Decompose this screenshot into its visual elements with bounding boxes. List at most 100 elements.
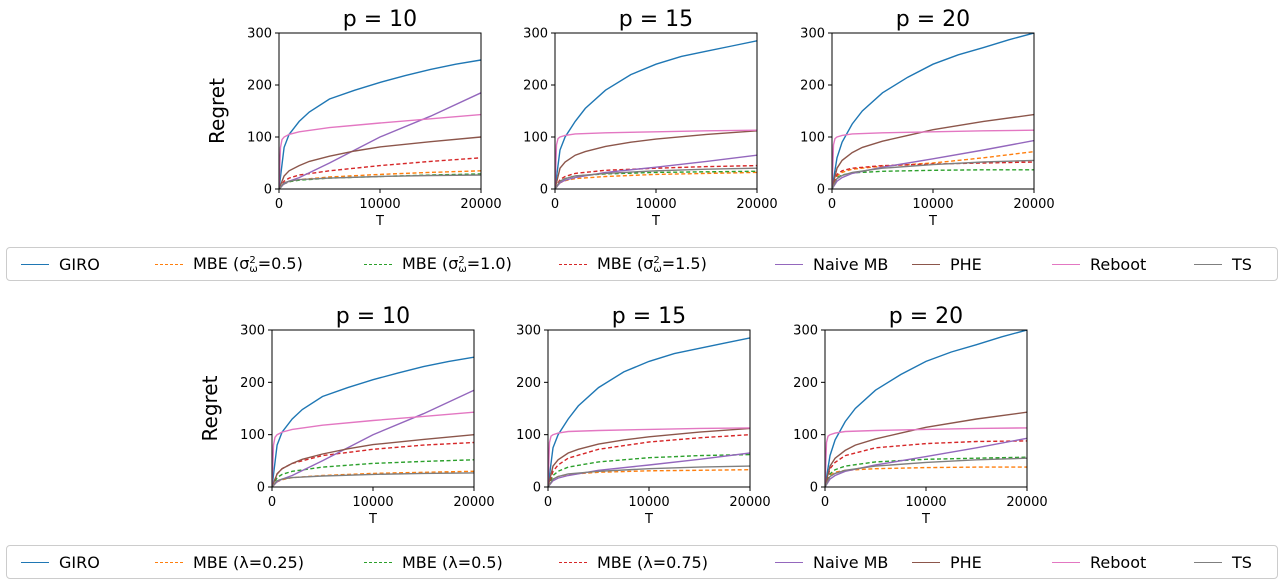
x-tick-label: 10000	[352, 495, 393, 510]
y-tick-label: 200	[523, 79, 548, 94]
y-tick-label: 100	[523, 131, 548, 146]
legend-label: Reboot	[1090, 552, 1147, 572]
series-line-mbe-0-75	[825, 440, 1027, 487]
chart-panel-5: 0 100 200 300 0 10000 20000 Tp = 15	[516, 304, 771, 527]
series-line-giro	[832, 33, 1034, 189]
y-tick-label: 200	[800, 79, 825, 94]
y-tick-label: 0	[810, 481, 818, 496]
x-tick-label: 10000	[359, 197, 400, 212]
x-tick-label: 10000	[912, 197, 953, 212]
legend-top: GIRO MBE (σ 2 ω =0.5) MBE (σ 2 ω =1.0) MBE (σ 2 ω =1…	[6, 247, 1278, 281]
legend-item-naive-mb: Naive MB	[775, 248, 888, 280]
legend-item-naive-mb: Naive MB	[775, 546, 888, 578]
x-axis-label: T	[651, 214, 660, 229]
x-tick-label: 20000	[729, 495, 770, 510]
x-axis-label: T	[368, 512, 377, 527]
legend-label: Naive MB	[813, 254, 889, 274]
chart-title: p = 15	[612, 304, 686, 329]
series-line-mbe-0-5	[825, 456, 1027, 487]
legend-label: Naive MB	[813, 552, 889, 572]
series-line-mbe-1-5	[832, 161, 1034, 189]
y-tick-label: 300	[516, 324, 541, 339]
series-line-ts	[555, 167, 757, 189]
series-line-mbe-0-5	[548, 453, 750, 487]
x-tick-label: 20000	[1006, 495, 1047, 510]
y-tick-label: 100	[793, 428, 818, 443]
legend-item-mbe-0-25: MBE (λ=0.25)	[155, 546, 304, 578]
series-line-giro	[548, 337, 750, 487]
legend-label: Reboot	[1090, 254, 1147, 274]
legend-label: MBE (λ=0.25)	[193, 552, 304, 572]
series-line-phe	[548, 427, 750, 487]
chart-title: p = 10	[336, 304, 410, 329]
legend-swatch	[1052, 263, 1080, 265]
legend-label: MBE (λ=0.75)	[597, 552, 708, 572]
series-line-giro	[825, 330, 1027, 487]
x-tick-label: 10000	[628, 495, 669, 510]
series-line-reboot	[548, 427, 750, 487]
series-line-mbe-0-5	[272, 459, 474, 487]
legend-item-mbe-1-0: MBE (σ 2 ω =1.0)	[364, 248, 512, 280]
legend-swatch	[559, 263, 587, 265]
y-tick-label: 0	[264, 183, 272, 198]
legend-label: MBE (λ=0.5)	[402, 552, 503, 572]
legend-label: MBE (σ 2 ω =1.0)	[402, 254, 512, 275]
chart-title: p = 15	[619, 7, 693, 32]
y-tick-label: 0	[540, 183, 548, 198]
axes-frame	[547, 329, 751, 488]
legend-item-giro: GIRO	[21, 546, 100, 578]
series-line-reboot	[279, 113, 481, 189]
legend-item-giro: GIRO	[21, 248, 100, 280]
y-tick-label: 100	[516, 428, 541, 443]
series-line-mbe-0-5	[832, 150, 1034, 189]
series-line-reboot	[272, 411, 474, 487]
y-tick-label: 0	[533, 481, 541, 496]
series-line-giro	[279, 59, 481, 189]
legend-swatch	[1052, 561, 1080, 563]
series-line-ts	[832, 159, 1034, 189]
legend-swatch	[155, 263, 183, 265]
x-tick-label: 10000	[905, 495, 946, 510]
legend-item-phe: PHE	[912, 248, 982, 280]
x-axis-label: T	[644, 512, 653, 527]
legend-item-mbe-0-75: MBE (λ=0.75)	[559, 546, 708, 578]
series-line-mbe-0-25	[825, 466, 1027, 487]
x-tick-label: 0	[828, 197, 836, 212]
y-tick-label: 100	[247, 131, 272, 146]
series-line-giro	[555, 40, 757, 189]
legend-swatch	[364, 263, 392, 265]
legend-label: GIRO	[59, 254, 100, 274]
x-tick-label: 20000	[460, 197, 501, 212]
series-line-ts	[825, 457, 1027, 487]
y-tick-label: 200	[240, 376, 265, 391]
legend-item-mbe-0-5: MBE (σ 2 ω =0.5)	[155, 248, 303, 280]
legend-swatch	[775, 561, 803, 563]
x-tick-label: 0	[275, 197, 283, 212]
chart-panel-3: 0 100 200 300 0 10000 20000 Tp = 20	[800, 7, 1055, 229]
y-tick-label: 200	[793, 376, 818, 391]
x-tick-label: 20000	[453, 495, 494, 510]
y-tick-label: 200	[247, 79, 272, 94]
series-line-phe	[825, 411, 1027, 487]
series-line-reboot	[555, 129, 757, 189]
legend-item-ts: TS	[1194, 248, 1252, 280]
y-tick-label: 100	[800, 131, 825, 146]
series-line-giro	[272, 356, 474, 487]
legend-swatch	[155, 561, 183, 563]
x-tick-label: 0	[551, 197, 559, 212]
y-tick-label: 300	[240, 324, 265, 339]
legend-swatch	[559, 561, 587, 563]
chart-panel-1: 0 100 200 300 0 10000 20000 T Regret p = 10	[205, 7, 502, 229]
y-tick-label: 300	[800, 27, 825, 42]
legend-swatch	[912, 263, 940, 265]
chart-panel-4: 0 100 200 300 0 10000 20000 T Regret p = 10	[198, 304, 495, 527]
legend-label: MBE (σ 2 ω =1.5)	[597, 254, 707, 275]
legend-label: GIRO	[59, 552, 100, 572]
chart-title: p = 20	[896, 7, 970, 32]
series-line-phe	[832, 113, 1034, 189]
x-tick-label: 0	[821, 495, 829, 510]
series-line-mbe-0-75	[548, 434, 750, 487]
chart-panel-2: 0 100 200 300 0 10000 20000 Tp = 15	[523, 7, 778, 229]
legend-swatch	[775, 263, 803, 265]
legend-item-ts: TS	[1194, 546, 1252, 578]
